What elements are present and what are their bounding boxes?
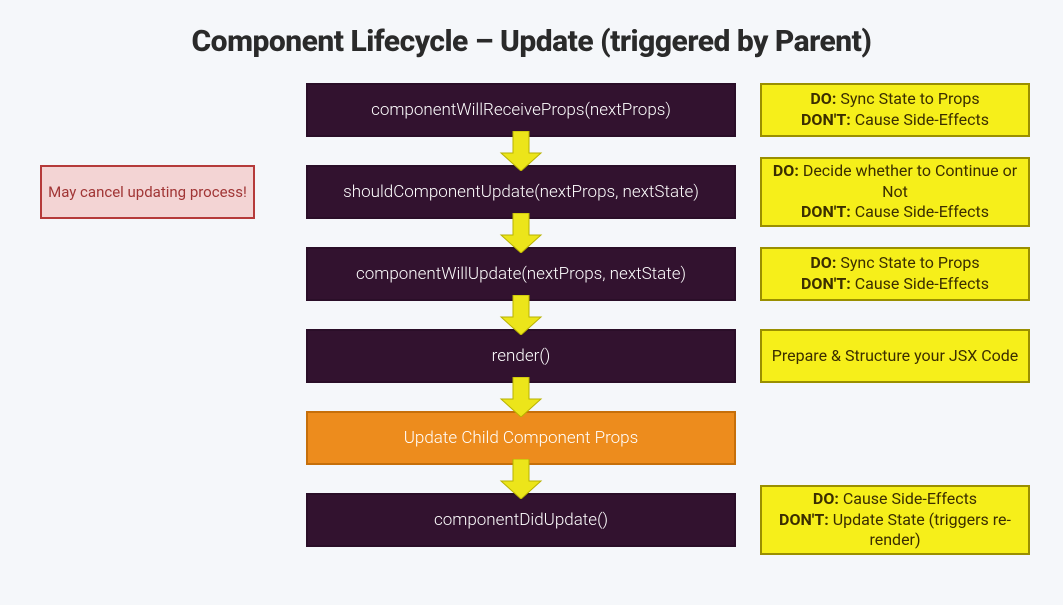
note-text: DO: Decide whether to Continue or NotDON…	[770, 161, 1020, 223]
dont-label: DON'T:	[779, 510, 833, 529]
flow-step: componentDidUpdate()	[306, 493, 736, 547]
flow-diagram: componentWillReceiveProps(nextProps) shou…	[0, 77, 1063, 587]
dont-text: Cause Side-Effects	[855, 110, 989, 129]
flow-step: shouldComponentUpdate(nextProps, nextSta…	[306, 165, 736, 219]
dont-label: DON'T:	[801, 202, 855, 221]
flow-step-highlight: Update Child Component Props	[306, 411, 736, 465]
note-text: DO: Cause Side-Effects DON'T: Update Stat…	[770, 489, 1020, 551]
do-text: Sync State to Props	[840, 253, 979, 272]
note-box: DO: Decide whether to Continue or NotDON…	[760, 157, 1030, 227]
do-text: Cause Side-Effects	[843, 489, 977, 508]
dont-label: DON'T:	[801, 110, 855, 129]
do-text: Sync State to Props	[840, 89, 979, 108]
note-box: DO: Sync State to Props DON'T: Cause Side…	[760, 247, 1030, 301]
do-label: DO:	[813, 489, 843, 508]
dont-text: Cause Side-Effects	[855, 202, 989, 221]
warning-box: May cancel updating process!	[40, 165, 255, 219]
flow-step: render()	[306, 329, 736, 383]
note-box: DO: Sync State to Props DON'T: Cause Side…	[760, 83, 1030, 137]
do-label: DO:	[810, 89, 840, 108]
note-text: DO: Sync State to Props DON'T: Cause Side…	[801, 253, 989, 295]
do-text: Decide whether to Continue or Not	[803, 161, 1017, 201]
note-box: DO: Cause Side-Effects DON'T: Update Stat…	[760, 485, 1030, 555]
note-text: Prepare & Structure your JSX Code	[772, 346, 1018, 367]
do-label: DO:	[773, 161, 803, 180]
dont-text: Update State (triggers re-render)	[833, 510, 1011, 550]
note-box: Prepare & Structure your JSX Code	[760, 329, 1030, 383]
note-text: DO: Sync State to Props DON'T: Cause Side…	[801, 89, 989, 131]
do-label: DO:	[810, 253, 840, 272]
dont-label: DON'T:	[801, 274, 855, 293]
page-title: Component Lifecycle – Update (triggered …	[0, 0, 1063, 77]
dont-text: Cause Side-Effects	[855, 274, 989, 293]
flow-step: componentWillUpdate(nextProps, nextState…	[306, 247, 736, 301]
flow-step: componentWillReceiveProps(nextProps)	[306, 83, 736, 137]
